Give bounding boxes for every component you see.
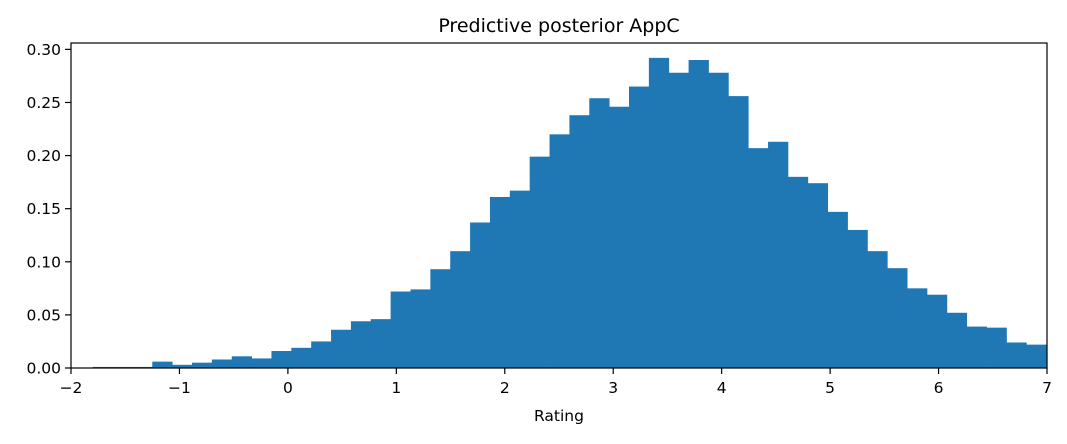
histogram-bar [529,156,550,368]
chart-title: Predictive posterior AppC [438,15,679,37]
histogram-bar [350,321,372,368]
histogram-bar [549,134,570,368]
histogram-bar [311,341,332,368]
histogram-bar [152,361,173,368]
histogram-bar [331,329,352,368]
y-tick-label: 0.30 [26,41,61,59]
histogram-bar [648,57,670,368]
histogram-bar [410,289,431,368]
histogram-bar [668,72,689,369]
histogram-bar [251,358,272,368]
x-tick-label: 4 [717,379,727,397]
histogram-bar [390,291,411,368]
x-tick-label: 1 [391,379,401,397]
histogram-bar [867,251,888,368]
histogram-bar [787,176,809,368]
histogram-bar [1006,342,1027,368]
histogram-bar [291,347,312,368]
x-axis-ticks: −2 −1 0 1 2 3 4 5 6 7 [60,368,1052,397]
histogram-bar [847,229,868,368]
x-tick-label: −2 [60,379,83,397]
histogram-bar [450,251,471,368]
plot-frame [70,42,1048,369]
histogram-bar [946,312,968,368]
histogram-bar [907,288,928,368]
histogram-bar [470,222,491,368]
histogram-bar [172,364,193,368]
histogram-bar [211,359,233,368]
bars-group [92,57,1047,369]
y-tick-label: 0.00 [26,360,61,378]
y-tick-label: 0.20 [26,147,61,165]
y-axis-ticks: 0.00 0.05 0.10 0.15 0.20 0.25 0.30 [26,41,71,378]
histogram-bar [1026,344,1047,368]
x-tick-label: 7 [1042,379,1052,397]
histogram-bar [271,351,292,368]
x-tick-label: −1 [168,379,191,397]
histogram-bar [370,319,392,368]
histogram-bar [192,362,213,368]
y-tick-label: 0.10 [26,253,61,271]
x-tick-label: 0 [283,379,293,397]
x-tick-label: 6 [934,379,944,397]
x-tick-label: 5 [825,379,835,397]
histogram-bar [768,141,789,368]
y-tick-label: 0.25 [26,94,61,112]
x-tick-label: 3 [608,379,618,397]
histogram-bar [708,72,729,369]
y-tick-label: 0.15 [26,200,61,218]
histogram-bar [509,190,531,368]
histogram-bar [986,327,1007,368]
histogram-bar [887,268,908,368]
histogram-bar [489,197,511,368]
histogram-bar [827,211,848,368]
histogram-bar [629,86,650,369]
histogram-bar [688,59,709,368]
histogram-bar [807,183,829,368]
histogram-bar [430,269,451,368]
histogram-bar [569,115,590,368]
histogram-bar [926,294,948,368]
histogram-bar [589,98,610,368]
histogram-bar [728,96,749,368]
y-tick-label: 0.05 [26,306,61,324]
histogram-bar [231,356,252,368]
x-axis-label: Rating [534,407,584,425]
histogram-bar [966,326,987,368]
x-tick-label: 2 [500,379,510,397]
histogram-bar [609,106,630,368]
histogram-bar [748,148,769,368]
